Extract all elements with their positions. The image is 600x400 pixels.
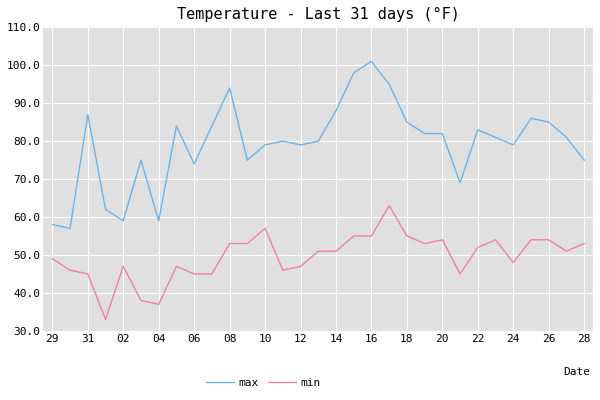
min [84, 272, 91, 276]
max [545, 120, 553, 124]
min [314, 249, 322, 254]
min [279, 268, 286, 272]
Line: max: max [52, 62, 584, 228]
min [527, 237, 535, 242]
max [279, 139, 286, 144]
min [208, 272, 215, 276]
min [403, 234, 410, 238]
max [49, 222, 56, 227]
max [155, 218, 163, 223]
min [474, 245, 481, 250]
min [102, 317, 109, 322]
min [244, 241, 251, 246]
min [581, 241, 588, 246]
Title: Temperature - Last 31 days (°F): Temperature - Last 31 days (°F) [177, 7, 460, 22]
min [262, 226, 269, 231]
max [137, 158, 145, 162]
max [84, 112, 91, 117]
min [137, 298, 145, 303]
max [350, 70, 358, 75]
max [297, 142, 304, 147]
max [527, 116, 535, 121]
max [474, 127, 481, 132]
max [563, 135, 570, 140]
min [563, 249, 570, 254]
Legend: max, min: max, min [202, 373, 325, 392]
max [403, 120, 410, 124]
min [226, 241, 233, 246]
max [208, 124, 215, 128]
max [67, 226, 74, 231]
max [119, 218, 127, 223]
max [368, 59, 375, 64]
max [492, 135, 499, 140]
Line: min: min [52, 206, 584, 320]
max [102, 207, 109, 212]
max [439, 131, 446, 136]
min [332, 249, 340, 254]
min [421, 241, 428, 246]
min [439, 237, 446, 242]
min [545, 237, 553, 242]
min [67, 268, 74, 272]
X-axis label: Date: Date [563, 367, 590, 377]
max [314, 139, 322, 144]
max [332, 108, 340, 113]
min [350, 234, 358, 238]
max [386, 82, 393, 87]
max [457, 180, 464, 185]
min [49, 256, 56, 261]
min [191, 272, 198, 276]
max [262, 142, 269, 147]
min [492, 237, 499, 242]
min [173, 264, 180, 269]
max [509, 142, 517, 147]
min [155, 302, 163, 307]
max [244, 158, 251, 162]
min [457, 272, 464, 276]
min [386, 203, 393, 208]
max [226, 86, 233, 90]
max [173, 124, 180, 128]
min [119, 264, 127, 269]
min [297, 264, 304, 269]
max [191, 162, 198, 166]
min [509, 260, 517, 265]
max [581, 158, 588, 162]
min [368, 234, 375, 238]
max [421, 131, 428, 136]
